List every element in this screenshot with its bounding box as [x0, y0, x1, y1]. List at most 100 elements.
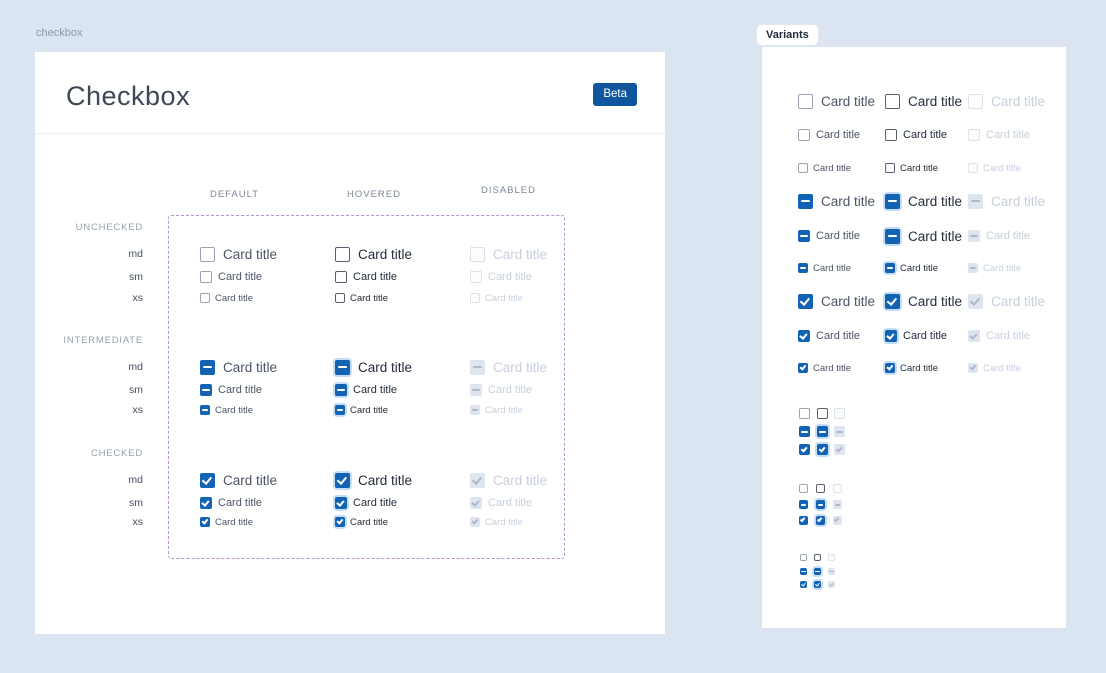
checkbox-checked-hovered[interactable]	[885, 293, 900, 309]
checkbox-item-intermediate-xs-disabled: Card title	[968, 260, 1021, 276]
checkbox-intermediate-hovered-md[interactable]	[817, 426, 828, 437]
checkbox-intermediate-disabled[interactable]	[470, 384, 482, 396]
checkbox-unchecked-hovered-sm[interactable]	[816, 484, 825, 493]
checkbox-unchecked-hovered[interactable]	[885, 93, 900, 109]
checkbox-unchecked-disabled-md[interactable]	[834, 408, 845, 419]
checkbox-unchecked-disabled[interactable]	[470, 293, 480, 303]
checkbox-intermediate-hovered[interactable]	[885, 263, 895, 273]
checkbox-checked-hovered[interactable]	[885, 330, 897, 342]
component-doc-card: Checkbox Beta DEFAULT HOVERED DISABLED U…	[35, 52, 665, 634]
checkbox-item-checked-md-hovered: Card title	[885, 293, 962, 309]
checkbox-intermediate-default-xs[interactable]	[800, 568, 807, 575]
checkbox-checked-hovered[interactable]	[885, 363, 895, 373]
tab-variants[interactable]: Variants	[757, 25, 818, 45]
checkbox-item-checked-xs-default: Card title	[798, 360, 851, 376]
variants-labeled-grid: Card title Card title Card title Card title…	[762, 47, 1066, 628]
checkbox-intermediate-default[interactable]	[798, 230, 810, 242]
checkbox-checked-default-xs[interactable]	[800, 581, 807, 588]
checkbox-checked-disabled-xs[interactable]	[828, 581, 835, 588]
checkbox-unchecked-disabled[interactable]	[968, 163, 978, 173]
checkbox-checked-hovered-xs[interactable]	[814, 581, 821, 588]
checkbox-unchecked-default[interactable]	[200, 271, 212, 283]
checkbox-unchecked-hovered[interactable]	[335, 246, 350, 262]
checkbox-intermediate-default[interactable]	[200, 359, 215, 375]
checkbox-label: Card title	[350, 404, 389, 416]
checkbox-intermediate-default-md[interactable]	[799, 426, 810, 437]
checkbox-unchecked-default[interactable]	[200, 293, 210, 303]
checkbox-unchecked-hovered[interactable]	[335, 271, 347, 283]
checkbox-intermediate-disabled[interactable]	[968, 263, 978, 273]
checkbox-checked-disabled[interactable]	[968, 330, 980, 342]
checkbox-item-unchecked-md-hovered: Card title	[885, 93, 962, 109]
checkbox-checked-hovered-md[interactable]	[817, 444, 828, 455]
checkbox-unchecked-hovered[interactable]	[885, 163, 895, 173]
checkbox-intermediate-hovered[interactable]	[885, 193, 900, 209]
checkbox-unchecked-default[interactable]	[798, 163, 808, 173]
checkbox-intermediate-disabled[interactable]	[968, 193, 983, 209]
checkbox-intermediate-hovered-xs[interactable]	[814, 568, 821, 575]
checkbox-intermediate-disabled-md[interactable]	[834, 426, 845, 437]
checkbox-checked-hovered[interactable]	[335, 517, 345, 527]
checkbox-intermediate-disabled[interactable]	[470, 405, 480, 415]
checkbox-checked-disabled[interactable]	[968, 293, 983, 309]
checkbox-checked-default-sm[interactable]	[799, 516, 808, 525]
checkbox-item-intermediate-xs-disabled: Card title	[470, 402, 523, 418]
checkbox-unchecked-disabled-sm[interactable]	[833, 484, 842, 493]
checkbox-item-unchecked-xs-default: Card title	[200, 290, 253, 306]
checkbox-intermediate-default[interactable]	[200, 384, 212, 396]
checkbox-unchecked-hovered[interactable]	[335, 293, 345, 303]
checkbox-unchecked-hovered-xs[interactable]	[814, 554, 821, 561]
checkbox-checked-disabled[interactable]	[968, 363, 978, 373]
checkbox-unchecked-disabled[interactable]	[470, 246, 485, 262]
checkbox-checked-disabled-sm[interactable]	[833, 516, 842, 525]
checkbox-checked-default[interactable]	[200, 497, 212, 509]
checkbox-checked-default[interactable]	[798, 330, 810, 342]
checkbox-intermediate-hovered[interactable]	[335, 405, 345, 415]
checkbox-item-checked-md-disabled: Card title	[470, 472, 547, 488]
size-label-md: md	[128, 474, 143, 486]
checkbox-unchecked-disabled[interactable]	[968, 129, 980, 141]
checkbox-label: Card title	[813, 362, 852, 374]
size-label-md: md	[128, 361, 143, 373]
checkbox-unchecked-default-sm[interactable]	[799, 484, 808, 493]
checkbox-checked-disabled[interactable]	[470, 472, 485, 488]
checkbox-intermediate-hovered[interactable]	[885, 228, 900, 244]
checkbox-unchecked-disabled[interactable]	[470, 271, 482, 283]
checkbox-intermediate-default-sm[interactable]	[799, 500, 808, 509]
checkbox-intermediate-disabled[interactable]	[968, 230, 980, 242]
checkbox-checked-default[interactable]	[200, 517, 210, 527]
checkbox-item-intermediate-sm-disabled: Card title	[470, 382, 532, 398]
checkbox-checked-disabled[interactable]	[470, 517, 480, 527]
checkbox-unchecked-disabled[interactable]	[968, 93, 983, 109]
checkbox-checked-default[interactable]	[798, 293, 813, 309]
checkbox-checked-disabled-md[interactable]	[834, 444, 845, 455]
checkbox-intermediate-hovered-sm[interactable]	[816, 500, 825, 509]
checkbox-item-checked-md-disabled: Card title	[968, 293, 1045, 309]
checkbox-intermediate-disabled[interactable]	[470, 359, 485, 375]
checkbox-intermediate-default[interactable]	[200, 405, 210, 415]
checkbox-unchecked-disabled-xs[interactable]	[828, 554, 835, 561]
checkbox-checked-default-md[interactable]	[799, 444, 810, 455]
checkbox-unchecked-hovered-md[interactable]	[817, 408, 828, 419]
checkbox-label: Card title	[983, 362, 1022, 374]
checkbox-label: Card title	[350, 516, 389, 528]
checkbox-unchecked-default[interactable]	[798, 93, 813, 109]
checkbox-checked-hovered[interactable]	[335, 472, 350, 488]
checkbox-checked-default[interactable]	[798, 363, 808, 373]
checkbox-intermediate-hovered[interactable]	[335, 384, 347, 396]
checkbox-unchecked-hovered[interactable]	[885, 129, 897, 141]
checkbox-checked-hovered[interactable]	[335, 497, 347, 509]
checkbox-checked-disabled[interactable]	[470, 497, 482, 509]
checkbox-unchecked-default[interactable]	[200, 246, 215, 262]
checkbox-intermediate-default[interactable]	[798, 193, 813, 209]
checkbox-checked-default[interactable]	[200, 472, 215, 488]
checkbox-checked-hovered-sm[interactable]	[816, 516, 825, 525]
checkbox-unchecked-default[interactable]	[798, 129, 810, 141]
checkbox-intermediate-hovered[interactable]	[335, 359, 350, 375]
checkbox-intermediate-default[interactable]	[798, 263, 808, 273]
checkbox-intermediate-disabled-sm[interactable]	[833, 500, 842, 509]
checkbox-intermediate-disabled-xs[interactable]	[828, 568, 835, 575]
checkbox-label: Card title	[986, 330, 1031, 342]
checkbox-unchecked-default-md[interactable]	[799, 408, 810, 419]
checkbox-unchecked-default-xs[interactable]	[800, 554, 807, 561]
